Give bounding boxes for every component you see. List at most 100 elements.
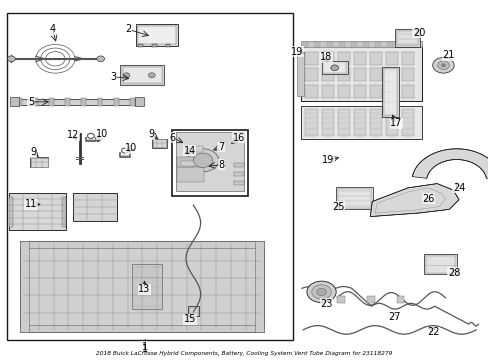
Bar [302,41,308,46]
Bar [114,98,119,106]
Bar [305,68,317,81]
Circle shape [97,56,104,62]
Bar [366,296,374,303]
Text: 2018 Buick LaCrosse Hybrid Components, Battery, Cooling System Vent Tube Diagram: 2018 Buick LaCrosse Hybrid Components, B… [96,351,392,356]
Bar [135,97,143,107]
Bar [30,157,48,167]
Bar [401,109,413,136]
Bar [73,193,117,221]
Bar [177,157,194,167]
Text: 9: 9 [31,147,37,157]
Bar [385,68,397,81]
Bar [353,85,365,98]
Bar [188,306,199,316]
Text: 12: 12 [66,130,79,140]
Bar [20,241,264,248]
Circle shape [306,281,335,303]
Bar [321,109,333,136]
Text: 5: 5 [28,97,34,107]
Bar [353,109,365,136]
Bar [321,60,347,74]
Text: 21: 21 [441,50,453,60]
Bar [15,99,140,105]
Bar [323,62,346,73]
Circle shape [123,73,130,78]
Bar [362,41,368,46]
Bar [350,41,356,46]
Bar [17,98,21,106]
Bar [338,41,344,46]
Text: 1: 1 [141,343,147,354]
Polygon shape [369,184,458,217]
Bar [173,142,187,148]
Bar [49,98,54,106]
Bar [225,134,236,145]
Text: 19: 19 [290,46,303,57]
Bar [189,308,197,315]
Bar [321,85,333,98]
Bar [385,85,397,98]
Text: 18: 18 [320,52,332,62]
Bar [297,53,304,96]
Text: 16: 16 [232,133,244,143]
Bar [177,167,203,182]
Text: 2: 2 [125,24,131,35]
Bar [153,139,166,147]
Circle shape [148,73,155,78]
Circle shape [437,61,448,69]
Bar [396,31,417,45]
Bar [65,98,70,106]
Bar [385,109,397,136]
Circle shape [441,64,445,67]
Text: 28: 28 [447,267,459,278]
Text: 4: 4 [49,24,55,35]
Circle shape [193,153,212,167]
Bar [20,325,264,332]
Bar [394,30,419,46]
Text: 22: 22 [427,327,439,337]
Bar [138,44,143,47]
Text: 25: 25 [331,202,344,212]
Bar [20,241,29,332]
Bar [326,41,332,46]
Bar [172,144,184,166]
Bar [81,98,86,106]
Bar [165,44,170,47]
Circle shape [187,149,218,172]
Bar [9,193,65,230]
Text: 17: 17 [389,118,402,128]
Bar [300,107,422,139]
Bar [176,132,244,192]
Bar [305,52,317,64]
Circle shape [432,57,453,73]
Bar [130,98,135,106]
Bar [172,130,248,196]
Bar [172,145,182,165]
Text: 15: 15 [183,314,196,324]
Bar [337,109,349,136]
Bar [181,161,200,166]
Bar [353,68,365,81]
Bar [9,193,65,230]
Circle shape [316,288,326,296]
Bar [31,158,47,167]
Bar [152,44,157,47]
Bar [233,181,244,185]
Text: 7: 7 [218,142,224,152]
Text: 11: 11 [25,199,37,210]
Bar [385,52,397,64]
Bar [132,264,161,309]
Bar [188,145,203,152]
Bar [122,67,161,83]
Circle shape [311,285,330,299]
Bar [336,296,344,303]
Bar [369,109,381,136]
Bar [61,197,65,227]
Bar [337,68,349,81]
Bar [335,187,372,210]
Bar [337,52,349,64]
Bar [300,45,422,101]
Bar [233,172,244,176]
Text: 26: 26 [422,194,434,204]
Bar [33,98,38,106]
